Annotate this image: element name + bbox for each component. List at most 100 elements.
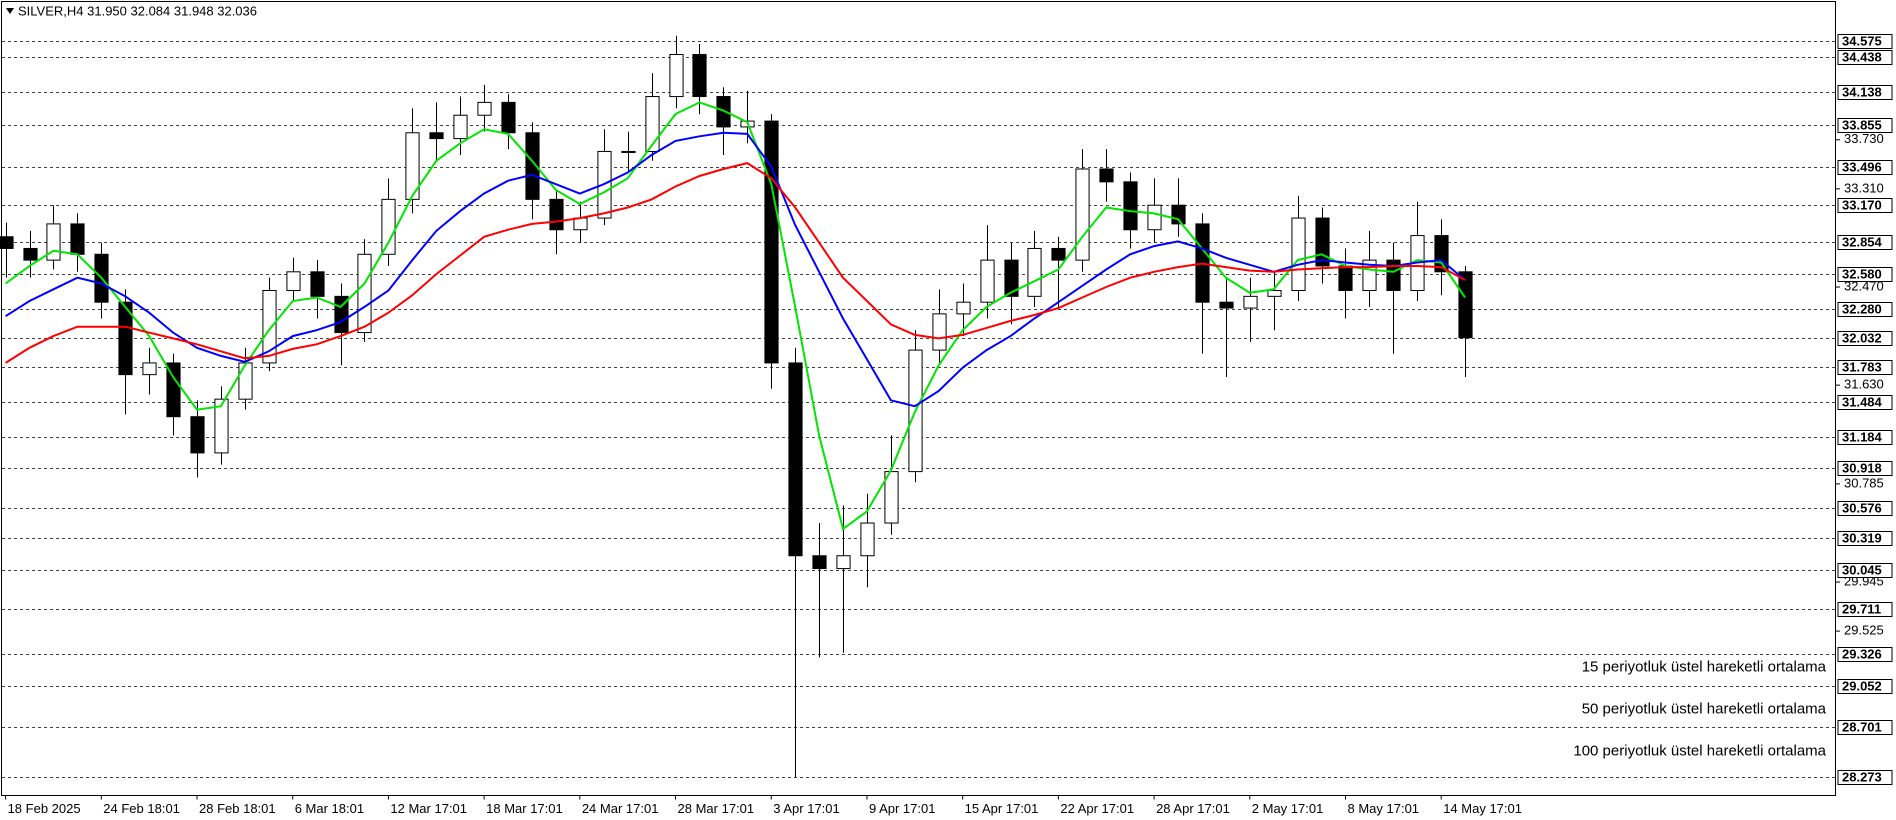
candle-body	[956, 301, 971, 315]
candle-body	[1027, 247, 1042, 297]
candle-body	[1004, 259, 1019, 297]
x-tick-label: 14 May 17:01	[1443, 801, 1522, 816]
price-level-label: 34.438	[1842, 49, 1882, 64]
candle-body	[788, 362, 803, 557]
x-tick-label: 18 Feb 2025	[8, 801, 81, 816]
y-tick-label: 29.525	[1844, 623, 1884, 638]
price-level-label: 31.184	[1842, 429, 1883, 444]
candle-body	[1338, 265, 1353, 292]
candle-body	[238, 362, 253, 400]
legend-label: 15 periyotluk üstel hareketli ortalama	[1582, 658, 1827, 675]
price-level-label: 33.170	[1842, 197, 1882, 212]
price-level-label: 28.701	[1842, 719, 1882, 734]
candle-body	[70, 223, 85, 255]
price-level-box	[1837, 34, 1893, 49]
candle-body	[525, 132, 540, 200]
candle-body	[645, 96, 660, 152]
price-level-label: 33.855	[1842, 117, 1882, 132]
candle-body	[381, 198, 396, 255]
candle-body	[621, 150, 636, 153]
price-level-label: 31.484	[1842, 394, 1883, 409]
price-level-label: 32.032	[1842, 330, 1882, 345]
candle-body	[0, 236, 14, 249]
price-level-box	[1837, 430, 1893, 445]
candle-body	[357, 253, 372, 334]
y-tick-label: 32.470	[1844, 278, 1884, 293]
candle-body	[884, 471, 899, 524]
candle-body	[812, 555, 827, 570]
candle-body	[549, 198, 564, 231]
candle-body	[1099, 168, 1114, 183]
price-level-label: 31.783	[1842, 359, 1882, 374]
price-level-label: 34.138	[1842, 84, 1882, 99]
candle-body	[836, 555, 851, 570]
candle-body	[262, 290, 277, 364]
candle-body	[573, 217, 588, 231]
candle-body	[118, 301, 133, 376]
price-level-label: 30.576	[1842, 500, 1882, 515]
price-level-box	[1837, 331, 1893, 346]
price-level-box	[1837, 302, 1893, 317]
legend-label: 50 periyotluk üstel hareketli ortalama	[1582, 700, 1827, 717]
candle-body	[1315, 217, 1330, 267]
candle-body	[692, 53, 707, 98]
price-level-label: 32.580	[1842, 266, 1882, 281]
candle-body	[142, 362, 157, 376]
price-level-box	[1837, 602, 1893, 617]
candle-body	[310, 271, 325, 297]
candle-body	[1386, 259, 1401, 292]
price-level-label: 28.273	[1842, 769, 1882, 784]
price-level-box	[1837, 395, 1893, 410]
menu-arrow	[6, 8, 14, 14]
candle-body	[764, 120, 779, 364]
x-tick-label: 18 Mar 17:01	[486, 801, 563, 816]
x-tick-label: 22 Apr 17:01	[1060, 801, 1134, 816]
candle-body	[286, 271, 301, 292]
candle-body	[1458, 271, 1473, 339]
x-tick-label: 2 May 17:01	[1252, 801, 1324, 816]
moving-average-line	[5, 162, 1466, 364]
candle-body	[1075, 168, 1090, 261]
price-level-box	[1837, 531, 1893, 546]
price-level-box	[1837, 461, 1893, 476]
price-level-box	[1837, 360, 1893, 375]
price-level-label: 30.918	[1842, 460, 1882, 475]
x-tick-label: 8 May 17:01	[1347, 801, 1419, 816]
y-tick-label: 30.785	[1844, 475, 1884, 490]
candle-body	[501, 101, 516, 134]
price-level-box	[1837, 679, 1893, 694]
candle-body	[860, 522, 875, 557]
chart-title: SILVER,H4 31.950 32.084 31.948 32.036	[18, 3, 257, 18]
price-level-box	[1837, 267, 1893, 282]
price-level-box	[1837, 647, 1893, 662]
candle-body	[405, 132, 420, 200]
price-level-box	[1837, 770, 1893, 785]
x-tick-label: 6 Mar 18:01	[295, 801, 364, 816]
candle-body	[23, 247, 38, 261]
legend-label: 100 periyotluk üstel hareketli ortalama	[1573, 742, 1826, 759]
candle-body	[166, 362, 181, 418]
price-level-label: 30.319	[1842, 530, 1882, 545]
candle-body	[429, 132, 444, 140]
candle-body	[190, 416, 205, 454]
candle-body	[214, 398, 229, 454]
x-tick-label: 9 Apr 17:01	[869, 801, 936, 816]
candle-body	[1243, 295, 1258, 309]
price-level-box	[1837, 720, 1893, 735]
price-level-box	[1837, 563, 1893, 578]
price-level-label: 29.711	[1842, 601, 1881, 616]
price-level-label: 29.052	[1842, 678, 1882, 693]
price-level-box	[1837, 235, 1893, 250]
y-tick-label: 33.310	[1844, 180, 1884, 195]
x-tick-label: 24 Mar 17:01	[582, 801, 659, 816]
x-tick-label: 28 Apr 17:01	[1156, 801, 1230, 816]
price-level-box	[1837, 118, 1893, 133]
candle-body	[1123, 181, 1138, 231]
x-tick-label: 12 Mar 17:01	[390, 801, 467, 816]
candle-body	[477, 101, 492, 116]
price-level-label: 32.854	[1842, 234, 1883, 249]
candle-body	[669, 53, 684, 98]
x-tick-label: 3 Apr 17:01	[773, 801, 840, 816]
